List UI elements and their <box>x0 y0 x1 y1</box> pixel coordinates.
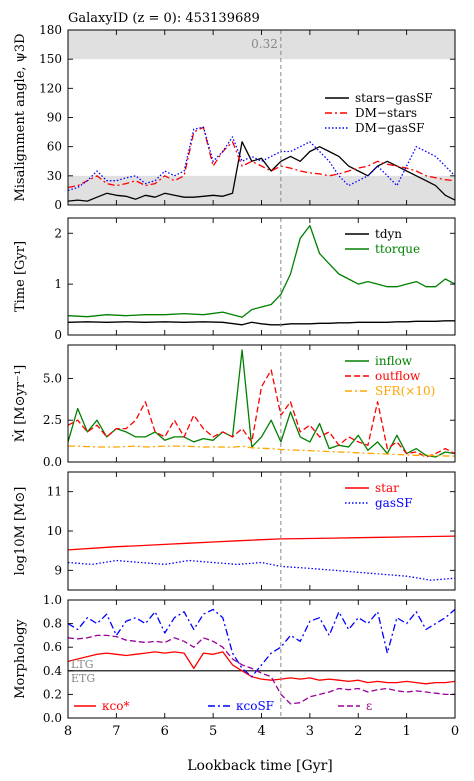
y-tick-label: 5.0 <box>43 371 62 385</box>
x-tick-label: 4 <box>257 724 265 739</box>
series-line-0 <box>67 320 455 326</box>
series-line-0 <box>67 651 456 685</box>
panel-morphology: LTG ETG κco* κcoSF ε 0.0 0.2 0.4 0.6 0.8 1.0 8 7… <box>13 593 459 739</box>
y-tick-label: 0.4 <box>43 664 62 678</box>
legend-label: star <box>375 481 399 495</box>
legend-label: SFR(×10) <box>375 384 435 398</box>
series-line-1 <box>67 608 456 678</box>
y-tick-label: 0.0 <box>43 455 62 469</box>
x-tick-label: 2 <box>354 724 362 739</box>
y-tick-label: 90 <box>47 111 62 125</box>
series-line-1 <box>67 224 456 318</box>
y-tick-label: 60 <box>47 140 62 154</box>
y-tick-label: 120 <box>39 81 62 95</box>
series-line-0 <box>67 141 456 202</box>
series-line-1 <box>67 369 456 458</box>
y-tick-label: 0 <box>54 328 62 342</box>
galaxy-id-header: GalaxyID (z = 0): 453139689 <box>68 11 260 26</box>
series-line-2 <box>68 445 456 457</box>
legend-label: outflow <box>375 369 421 383</box>
annotation-label: 0.32 <box>251 37 278 51</box>
etg-label: ETG <box>71 672 95 685</box>
legend-label: κco* <box>102 699 129 713</box>
y-axis-label: Misalignment angle, ψ3D <box>13 33 28 201</box>
legend-label: stars−gasSF <box>355 91 433 105</box>
series-line-1 <box>67 559 456 581</box>
y-axis-label: Ṁ [M⊙yr⁻¹] <box>11 365 28 442</box>
y-tick-label: 9 <box>54 563 62 577</box>
ltg-label: LTG <box>71 658 94 671</box>
x-tick-label: 0 <box>451 724 459 739</box>
series-line-0 <box>67 535 456 551</box>
legend-label: ttorque <box>375 242 420 256</box>
y-tick-label: 1.0 <box>43 593 62 607</box>
series-line-2 <box>67 634 455 705</box>
y-axis-label: Time [Gyr] <box>13 241 28 312</box>
series-line-2 <box>67 126 456 192</box>
y-tick-label: 1 <box>54 277 62 291</box>
legend-label: tdyn <box>375 227 402 241</box>
y-tick-label: 0.0 <box>43 711 62 725</box>
y-tick-label: 2 <box>54 226 62 240</box>
x-tick-label: 1 <box>402 724 410 739</box>
y-tick-label: 30 <box>47 169 62 183</box>
legend-label: κcoSF <box>236 699 274 713</box>
y-axis-label: Morphology <box>13 619 28 699</box>
legend-label: ε <box>366 699 372 713</box>
series-line-0 <box>67 349 456 458</box>
legend-label: gasSF <box>375 496 413 510</box>
x-axis-label: Lookback time [Gyr] <box>187 758 333 774</box>
y-tick-label: 2.5 <box>43 413 62 427</box>
y-tick-label: 0.2 <box>43 687 62 701</box>
y-tick-label: 150 <box>39 52 62 66</box>
x-tick-label: 3 <box>306 724 314 739</box>
y-tick-label: 0 <box>54 198 62 212</box>
y-tick-label: 0.8 <box>43 617 62 631</box>
y-tick-label: 180 <box>39 23 62 37</box>
x-tick-label: 8 <box>64 724 72 739</box>
x-tick-label: 5 <box>209 724 217 739</box>
y-tick-label: 10 <box>47 524 62 538</box>
y-tick-label: 0.6 <box>43 640 62 654</box>
x-tick-label: 6 <box>161 724 169 739</box>
legend-label: inflow <box>375 354 413 368</box>
y-axis-label: log10M [M⊙] <box>13 487 28 576</box>
series-line-1 <box>67 126 456 189</box>
y-tick-label: 11 <box>47 485 62 499</box>
x-tick-label: 7 <box>112 724 120 739</box>
legend-label: DM−stars <box>355 106 417 120</box>
legend-label: DM−gasSF <box>355 121 425 135</box>
